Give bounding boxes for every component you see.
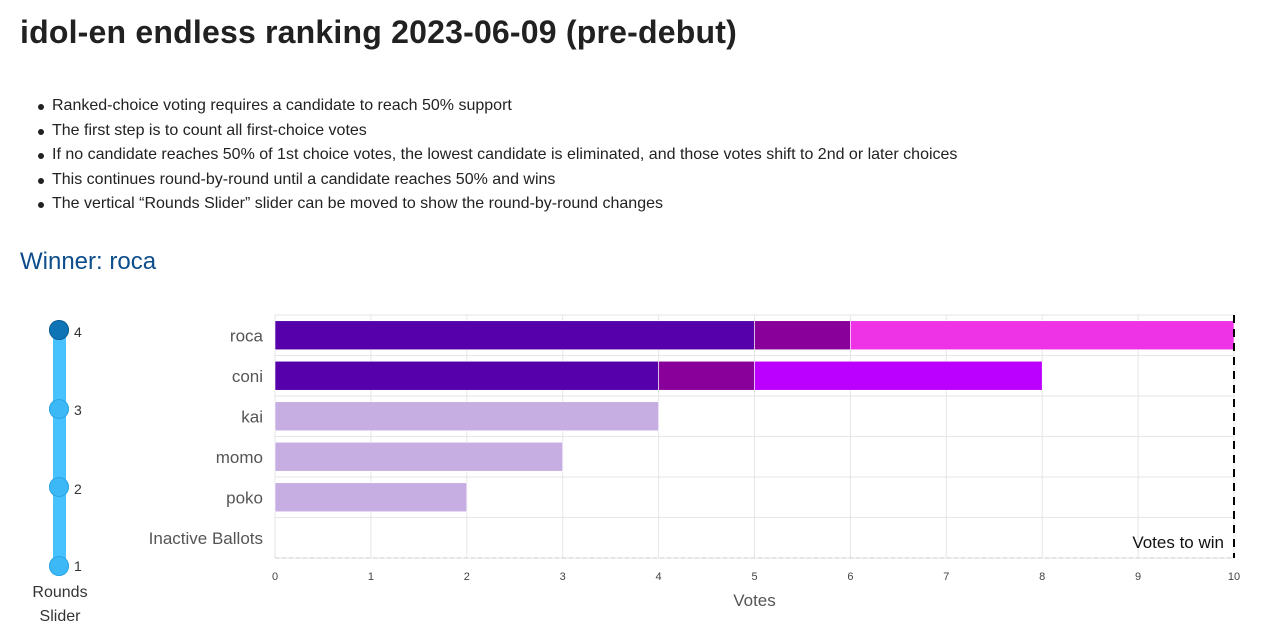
slider-caption-line1: Rounds: [32, 584, 88, 601]
page-title: idol-en endless ranking 2023-06-09 (pre-…: [20, 14, 737, 50]
x-tick-label: 6: [847, 571, 853, 583]
rounds-slider[interactable]: 1 2 3 4 Rounds Slider: [0, 310, 120, 630]
category-label: poko: [226, 488, 263, 507]
slider-tick-label: 4: [74, 324, 82, 340]
bar-segment: [274, 441, 564, 472]
bar-segment: [658, 360, 755, 391]
bar-segment: [274, 360, 659, 391]
list-item: Ranked-choice voting requires a candidat…: [37, 94, 957, 119]
slider-knob-round-2[interactable]: [49, 477, 69, 497]
x-axis-title: Votes: [733, 591, 776, 610]
list-item: If no candidate reaches 50% of 1st choic…: [37, 143, 957, 168]
slider-tick-label: 1: [74, 558, 82, 574]
slider-handle[interactable]: [49, 320, 69, 340]
x-tick-label: 9: [1135, 571, 1141, 583]
bar-segment: [754, 360, 1043, 391]
category-label: coni: [232, 367, 263, 386]
bar-segment: [754, 320, 851, 351]
winner-heading: Winner: roca: [20, 248, 157, 275]
bar-segment: [274, 320, 755, 351]
x-tick-label: 2: [464, 571, 470, 583]
slider-tick-label: 3: [74, 402, 82, 418]
category-label: momo: [216, 448, 263, 467]
category-label: Inactive Ballots: [149, 529, 263, 548]
bar-segment: [274, 401, 659, 432]
x-tick-label: 10: [1228, 571, 1240, 583]
bar-segment: [274, 482, 468, 513]
slider-knob-round-3[interactable]: [49, 399, 69, 419]
x-tick-label: 8: [1039, 571, 1045, 583]
x-tick-label: 7: [943, 571, 949, 583]
list-item: The vertical “Rounds Slider” slider can …: [37, 192, 957, 217]
x-tick-label: 0: [272, 571, 278, 583]
x-tick-label: 3: [560, 571, 566, 583]
slider-track[interactable]: [53, 330, 66, 566]
list-item: The first step is to count all first-cho…: [37, 119, 957, 144]
x-tick-label: 4: [656, 571, 662, 583]
slider-knob-round-1[interactable]: [49, 556, 69, 576]
list-item: This continues round-by-round until a ca…: [37, 168, 957, 193]
slider-tick-label: 2: [74, 481, 82, 497]
x-tick-label: 1: [368, 571, 374, 583]
explanation-list: Ranked-choice voting requires a candidat…: [37, 94, 957, 217]
x-tick-label: 5: [751, 571, 757, 583]
bar-segment: [850, 320, 1235, 351]
category-label: roca: [230, 326, 264, 345]
category-label: kai: [241, 407, 263, 426]
votes-to-win-label: Votes to win: [1132, 533, 1224, 552]
slider-caption-line2: Slider: [39, 608, 81, 625]
